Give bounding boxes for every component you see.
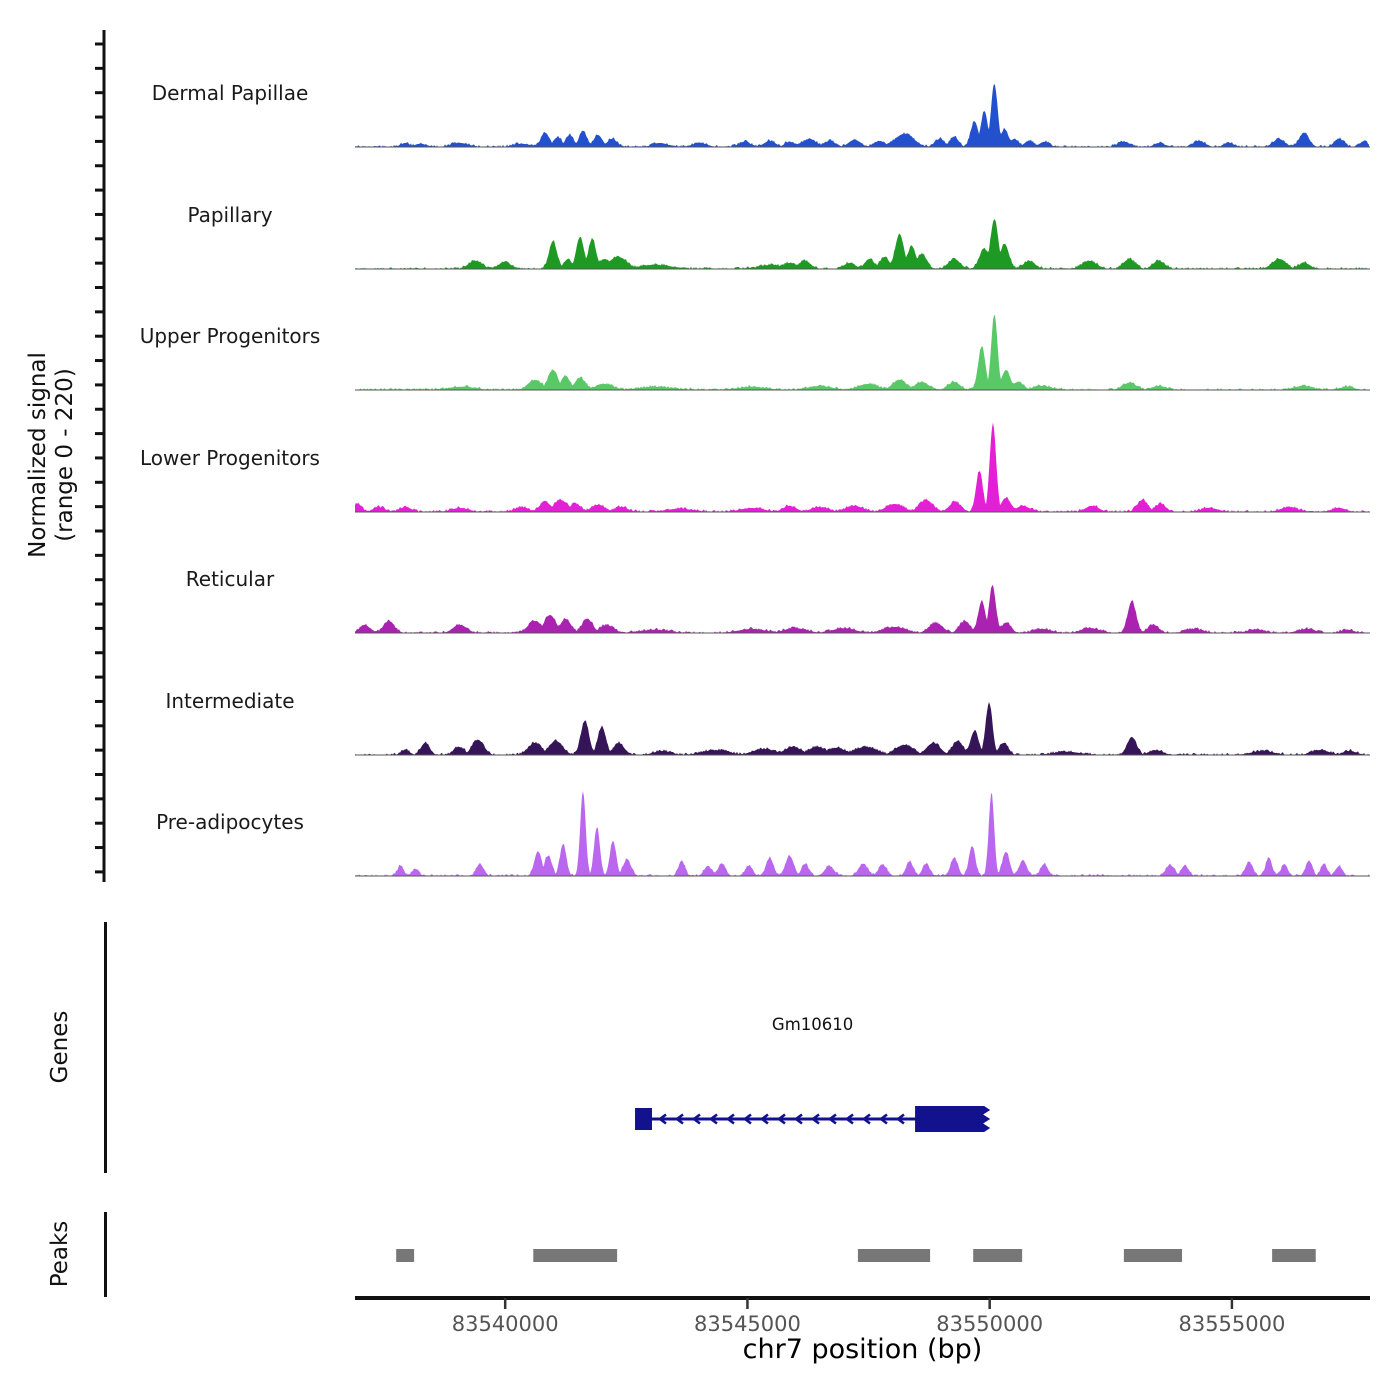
signal-area-reticular bbox=[355, 584, 1369, 633]
genes-track-label: Genes bbox=[47, 1010, 73, 1084]
signal-track-dermal-papillae bbox=[355, 83, 1370, 148]
signal-track-intermediate bbox=[355, 701, 1370, 755]
gene-strand-arrow-icon bbox=[759, 1113, 769, 1125]
signal-area-papillary bbox=[355, 218, 1369, 269]
peak-interval bbox=[533, 1249, 618, 1262]
track-label-dermal-papillae: Dermal Papillae bbox=[151, 81, 309, 105]
peak-interval bbox=[1272, 1249, 1316, 1262]
signal-area-intermediate bbox=[355, 701, 1369, 755]
track-label-upper-progenitors: Upper Progenitors bbox=[139, 324, 321, 348]
gene-strand-arrow-icon bbox=[674, 1113, 684, 1125]
track-label-pre-adipocytes: Pre-adipocytes bbox=[156, 810, 304, 834]
signal-area-pre-adipocytes bbox=[355, 791, 1369, 876]
gene-model-track: Gm10610 bbox=[635, 1015, 991, 1132]
signal-track-lower-progenitors bbox=[355, 421, 1370, 512]
x-axis: 83540000 83545000 83550000 83555000 bbox=[355, 1296, 1370, 1336]
x-axis-tick-label: 83545000 bbox=[694, 1312, 801, 1336]
gene-strand-arrow-icon bbox=[810, 1113, 820, 1125]
track-label-lower-progenitors: Lower Progenitors bbox=[140, 445, 320, 470]
signal-y-axis bbox=[95, 30, 106, 882]
signal-axis-title-line2: (range 0 - 220) bbox=[52, 368, 78, 542]
peak-interval bbox=[857, 1249, 931, 1262]
gene-strand-arrow-icon bbox=[895, 1113, 905, 1125]
track-label-papillary: Papillary bbox=[187, 202, 273, 227]
gene-strand-arrow-icon bbox=[844, 1113, 854, 1125]
gene-right-exon bbox=[915, 1106, 991, 1132]
x-axis-tick-label: 83555000 bbox=[1178, 1312, 1285, 1336]
gene-strand-arrow-icon bbox=[827, 1113, 837, 1125]
gene-strand-arrow-icon bbox=[708, 1113, 718, 1125]
peaks-axis-line bbox=[104, 1212, 107, 1297]
peak-interval bbox=[1123, 1249, 1183, 1262]
peak-intervals-track bbox=[396, 1249, 1316, 1262]
peaks-track-label: Peaks bbox=[47, 1220, 73, 1288]
gene-strand-arrow-icon bbox=[861, 1113, 871, 1125]
signal-axis-title-line1: Normalized signal bbox=[25, 352, 51, 558]
x-axis-tick-label: 83540000 bbox=[452, 1312, 559, 1336]
gene-strand-arrow-icon bbox=[878, 1113, 888, 1125]
gene-name-label: Gm10610 bbox=[772, 1015, 853, 1034]
signal-track-pre-adipocytes bbox=[355, 791, 1370, 877]
signal-axis-title: Normalized signal (range 0 - 220) bbox=[25, 352, 79, 558]
gene-strand-arrow-icon bbox=[776, 1113, 786, 1125]
signal-track-papillary bbox=[355, 218, 1370, 269]
signal-area-lower-progenitors bbox=[355, 421, 1369, 512]
peak-interval bbox=[396, 1249, 415, 1262]
peak-interval bbox=[973, 1249, 1023, 1262]
x-axis-tick-label: 83550000 bbox=[936, 1312, 1043, 1336]
gene-left-exon bbox=[635, 1108, 652, 1130]
gene-strand-arrow-icon bbox=[691, 1113, 701, 1125]
gene-strand-arrow-icon bbox=[657, 1113, 667, 1125]
signal-area-upper-progenitors bbox=[355, 315, 1369, 390]
track-label-reticular: Reticular bbox=[185, 567, 275, 591]
gene-strand-arrow-icon bbox=[793, 1113, 803, 1125]
signal-area-dermal-papillae bbox=[355, 83, 1369, 147]
track-label-intermediate: Intermediate bbox=[165, 688, 295, 713]
signal-track-reticular bbox=[355, 584, 1370, 634]
signal-track-upper-progenitors bbox=[355, 315, 1370, 391]
gene-strand-arrow-icon bbox=[742, 1113, 752, 1125]
genes-axis-line bbox=[104, 922, 107, 1173]
gene-strand-arrow-icon bbox=[725, 1113, 735, 1125]
x-axis-title: chr7 position (bp) bbox=[742, 1334, 983, 1365]
